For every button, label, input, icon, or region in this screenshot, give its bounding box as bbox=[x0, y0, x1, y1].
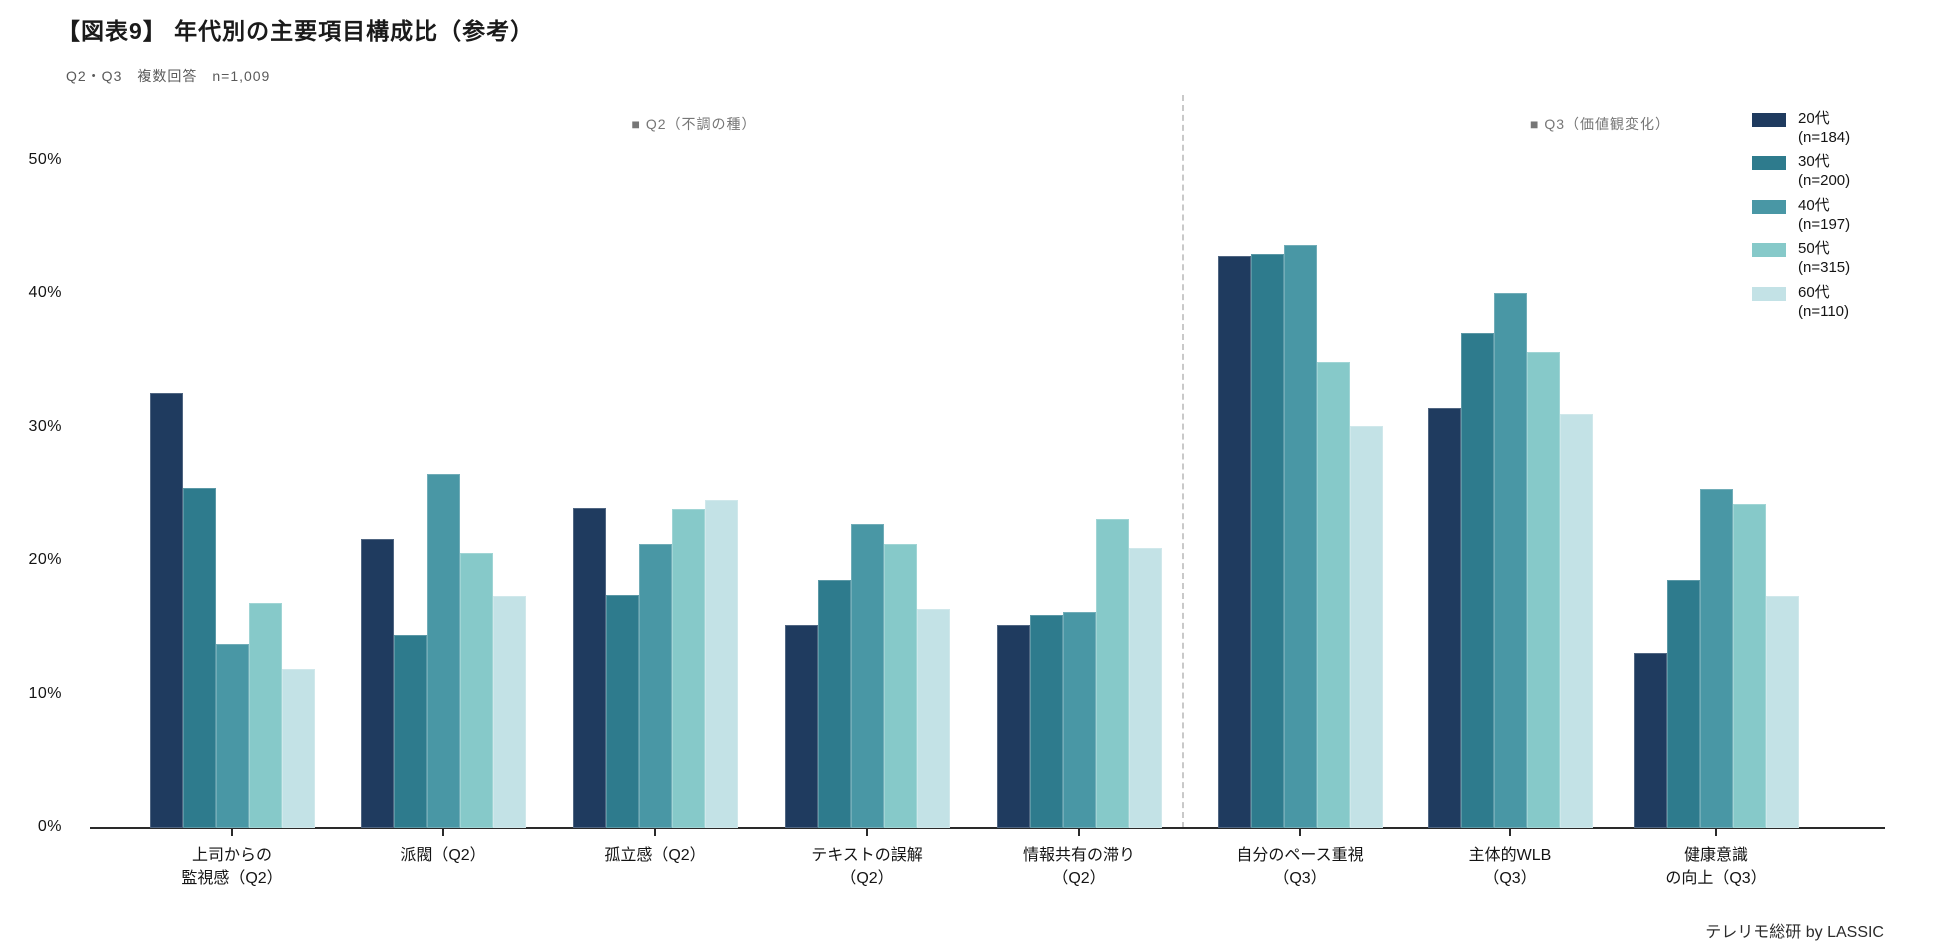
legend-label-20代: 20代 (n=184) bbox=[1798, 110, 1851, 146]
chart-subtitle: Q2・Q3 複数回答 n=1,009 bbox=[66, 68, 271, 84]
bar-20代-group5 bbox=[997, 625, 1030, 828]
x-axis-tick bbox=[866, 829, 868, 836]
legend-swatch-60代 bbox=[1752, 287, 1786, 301]
x-axis-tick bbox=[1299, 829, 1301, 836]
bar-50代-group1 bbox=[249, 603, 282, 828]
bar-30代-group4 bbox=[818, 580, 851, 828]
x-axis-line bbox=[90, 827, 1885, 829]
bar-30代-group6 bbox=[1251, 254, 1284, 828]
legend-label-50代: 50代 (n=315) bbox=[1798, 240, 1851, 276]
x-axis-tick bbox=[1078, 829, 1080, 836]
legend-label-60代: 60代 (n=110) bbox=[1798, 284, 1850, 320]
bar-20代-group3 bbox=[573, 508, 606, 828]
bar-group-6 bbox=[1218, 245, 1383, 828]
bar-40代-group6 bbox=[1284, 245, 1317, 828]
bar-30代-group3 bbox=[606, 595, 639, 828]
bar-group-5 bbox=[997, 519, 1162, 828]
bar-40代-group4 bbox=[851, 524, 884, 828]
y-axis-tick-label: 10% bbox=[28, 684, 62, 702]
legend-item-20代: 20代 (n=184) bbox=[1752, 110, 1850, 148]
legend-swatch-40代 bbox=[1752, 200, 1786, 214]
bar-30代-group1 bbox=[183, 488, 216, 828]
q2-q3-separator-line bbox=[1182, 95, 1184, 828]
x-axis-category-label: 派閥（Q2） bbox=[400, 847, 486, 864]
legend-swatch-20代 bbox=[1752, 113, 1786, 127]
bar-40代-group3 bbox=[639, 544, 672, 828]
x-axis-tick bbox=[442, 829, 444, 836]
section-label-q2: ■ Q2（不調の種） bbox=[631, 116, 757, 132]
legend-label-30代: 30代 (n=200) bbox=[1798, 153, 1851, 189]
bar-20代-group1 bbox=[150, 393, 183, 828]
bar-50代-group4 bbox=[884, 544, 917, 828]
x-axis-category-label: 孤立感（Q2） bbox=[604, 847, 706, 864]
bar-30代-group2 bbox=[394, 635, 427, 828]
bar-60代-group3 bbox=[705, 500, 738, 828]
legend-item-30代: 30代 (n=200) bbox=[1752, 153, 1850, 191]
bar-30代-group8 bbox=[1667, 580, 1700, 828]
x-axis-tick bbox=[1715, 829, 1717, 836]
y-axis-tick-label: 20% bbox=[28, 551, 62, 569]
legend-label-40代: 40代 (n=197) bbox=[1798, 197, 1851, 233]
section-label-q3: ■ Q3（価値観変化） bbox=[1529, 116, 1671, 132]
bar-50代-group5 bbox=[1096, 519, 1129, 828]
source-credit: テレリモ総研 by LASSIC bbox=[1705, 924, 1884, 941]
bar-50代-group7 bbox=[1527, 352, 1560, 828]
bar-20代-group7 bbox=[1428, 408, 1461, 828]
bar-20代-group6 bbox=[1218, 256, 1251, 828]
bar-30代-group5 bbox=[1030, 615, 1063, 828]
x-axis-category-label: テキストの誤解 （Q2） bbox=[811, 847, 923, 887]
bar-60代-group8 bbox=[1766, 596, 1799, 828]
x-axis-tick bbox=[654, 829, 656, 836]
x-axis-category-label: 自分のペース重視 （Q3） bbox=[1236, 847, 1364, 887]
bar-40代-group1 bbox=[216, 644, 249, 828]
legend-swatch-30代 bbox=[1752, 156, 1786, 170]
bar-50代-group6 bbox=[1317, 362, 1350, 828]
bar-30代-group7 bbox=[1461, 333, 1494, 828]
legend-item-50代: 50代 (n=315) bbox=[1752, 240, 1850, 278]
bar-60代-group4 bbox=[917, 609, 950, 828]
x-axis-category-label: 情報共有の滞り （Q2） bbox=[1022, 847, 1135, 887]
bar-group-3 bbox=[573, 500, 738, 828]
bar-20代-group4 bbox=[785, 625, 818, 828]
bar-60代-group7 bbox=[1560, 414, 1593, 828]
bar-60代-group6 bbox=[1350, 426, 1383, 828]
x-axis-category-label: 上司からの 監視感（Q2） bbox=[181, 847, 283, 887]
legend-item-60代: 60代 (n=110) bbox=[1752, 284, 1849, 322]
bar-40代-group2 bbox=[427, 474, 460, 828]
bar-group-8 bbox=[1634, 489, 1799, 828]
x-axis-category-label: 主体的WLB （Q3） bbox=[1468, 847, 1552, 887]
y-axis-tick-label: 50% bbox=[28, 151, 62, 168]
bar-20代-group8 bbox=[1634, 653, 1667, 828]
x-axis-category-label: 健康意識 の向上（Q3） bbox=[1665, 847, 1767, 887]
bar-50代-group3 bbox=[672, 509, 705, 828]
bar-40代-group7 bbox=[1494, 293, 1527, 828]
bar-60代-group2 bbox=[493, 596, 526, 828]
bar-60代-group5 bbox=[1129, 548, 1162, 828]
legend-swatch-50代 bbox=[1752, 243, 1786, 257]
legend-item-40代: 40代 (n=197) bbox=[1752, 197, 1850, 235]
bar-20代-group2 bbox=[361, 539, 394, 828]
bar-40代-group8 bbox=[1700, 489, 1733, 828]
bar-40代-group5 bbox=[1063, 612, 1096, 828]
x-axis-tick bbox=[231, 829, 233, 836]
page-title: 【図表9】 年代別の主要項目構成比（参考） bbox=[57, 18, 535, 44]
bar-group-2 bbox=[361, 474, 526, 828]
x-axis-tick bbox=[1509, 829, 1511, 836]
bar-group-4 bbox=[785, 524, 950, 828]
bar-group-7 bbox=[1428, 293, 1593, 828]
y-axis-tick-label: 40% bbox=[28, 284, 62, 302]
bar-60代-group1 bbox=[282, 669, 315, 828]
bar-50代-group8 bbox=[1733, 504, 1766, 828]
bar-50代-group2 bbox=[460, 553, 493, 828]
bar-group-1 bbox=[150, 393, 315, 828]
y-axis-tick-label: 0% bbox=[37, 818, 62, 835]
y-axis-tick-label: 30% bbox=[28, 417, 62, 435]
